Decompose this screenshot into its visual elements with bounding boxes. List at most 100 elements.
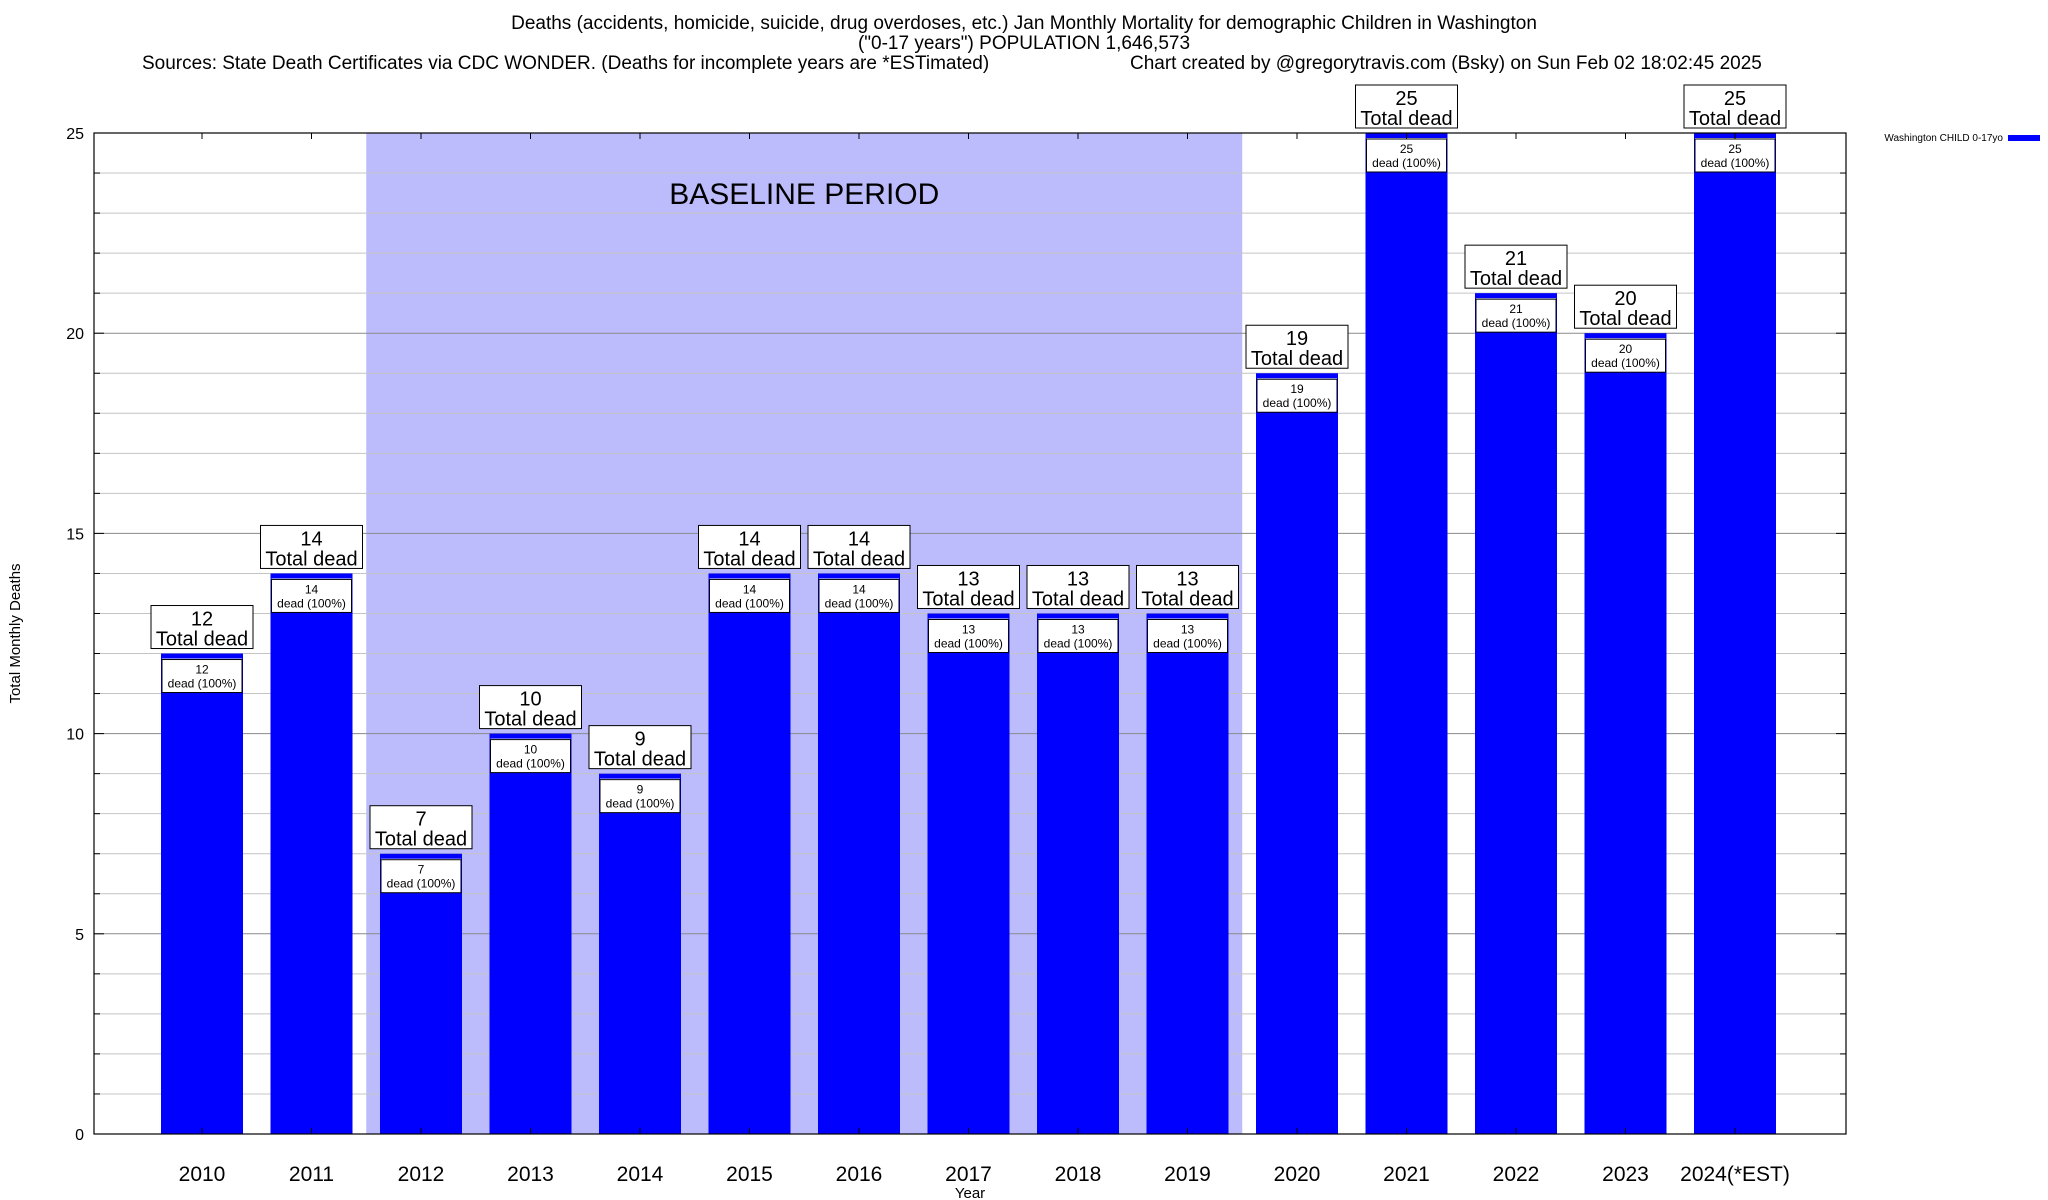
bar-total-label-box (1026, 564, 1130, 609)
bar-total-text-label: Total dead (1689, 108, 1781, 130)
bar-inner-label-box (490, 739, 571, 774)
bar-total-value-label: 13 (957, 568, 979, 590)
bar-total-text-label: Total dead (156, 629, 248, 651)
bar-total-value-label: 20 (1614, 288, 1636, 310)
bar-total-label-box (1136, 564, 1239, 609)
chart-title-line-2: ("0-17 years") POPULATION 1,646,573 (857, 33, 1191, 54)
bar-inner-value-label: 14 (743, 582, 757, 596)
plot-frame (93, 132, 1847, 1135)
x-tick-label: 2013 (507, 1163, 554, 1186)
bar-inner-label-box (818, 578, 900, 613)
bar-total-label-box (588, 725, 692, 770)
bar (708, 573, 791, 1134)
bar-total-label-box (807, 524, 911, 569)
bar-inner-percent-label: dead (100%) (168, 677, 237, 691)
bar-total-text-label: Total dead (1032, 588, 1124, 610)
bar-total-value-label: 14 (300, 528, 322, 550)
bar-inner-percent-label: dead (100%) (277, 596, 346, 610)
bar-total-label-box (1245, 324, 1349, 369)
bar-total-label-box (1574, 284, 1677, 329)
bar-total-text-label: Total dead (265, 548, 357, 570)
bar-total-label-box (369, 805, 473, 850)
bar-inner-label-box (161, 659, 243, 694)
bar-inner-percent-label: dead (100%) (1153, 636, 1222, 650)
bar-total-label-box (1683, 84, 1787, 129)
y-tick-label: 20 (66, 326, 84, 343)
bar-inner-value-label: 10 (524, 743, 538, 757)
legend-swatch (2008, 135, 2040, 141)
chart-sources-note: Sources: State Death Certificates via CD… (142, 53, 990, 74)
bar (489, 733, 572, 1134)
x-tick-label: 2014 (617, 1163, 664, 1186)
bar-inner-percent-label: dead (100%) (934, 636, 1003, 650)
bar (270, 573, 353, 1134)
bar-total-value-label: 13 (1067, 568, 1089, 590)
y-tick-label: 15 (66, 526, 84, 543)
x-tick-label: 2010 (179, 1163, 226, 1186)
bar-total-text-label: Total dead (922, 588, 1014, 610)
bar-total-text-label: Total dead (484, 709, 576, 731)
bar-inner-percent-label: dead (100%) (715, 596, 784, 610)
bar (927, 613, 1010, 1134)
y-tick-label: 25 (66, 126, 84, 143)
bar-inner-value-label: 20 (1619, 342, 1633, 356)
bar-inner-percent-label: dead (100%) (1044, 636, 1113, 650)
bar-total-text-label: Total dead (594, 749, 686, 771)
bar-inner-value-label: 13 (1181, 622, 1195, 636)
bar-inner-value-label: 25 (1728, 142, 1742, 156)
bar-total-text-label: Total dead (1251, 348, 1343, 370)
bar (1365, 133, 1448, 1134)
bar-inner-value-label: 25 (1400, 142, 1414, 156)
bar-inner-label-box (599, 779, 681, 814)
bar-inner-value-label: 14 (305, 582, 319, 596)
bar-total-value-label: 19 (1286, 328, 1308, 350)
bar-inner-percent-label: dead (100%) (496, 757, 565, 771)
x-tick-label: 2015 (726, 1163, 773, 1186)
baseline-period-label: BASELINE PERIOD (669, 178, 939, 211)
bar-inner-label-box (380, 859, 462, 894)
bar-total-text-label: Total dead (1360, 108, 1452, 130)
bar-total-text-label: Total dead (1141, 588, 1233, 610)
bar-inner-value-label: 19 (1290, 382, 1304, 396)
bar-inner-label-box (1694, 138, 1776, 173)
bar-total-text-label: Total dead (703, 548, 795, 570)
bar (1475, 293, 1557, 1134)
bar-inner-percent-label: dead (100%) (387, 877, 456, 891)
chart-credit-note: Chart created by @gregorytravis.com (Bsk… (1130, 53, 1762, 74)
chart-title-line-1: Deaths (accidents, homicide, suicide, dr… (511, 13, 1537, 34)
x-tick-label: 2021 (1383, 1163, 1430, 1186)
bar-total-value-label: 12 (191, 609, 213, 631)
x-tick-label: 2016 (836, 1163, 883, 1186)
bar-total-text-label: Total dead (813, 548, 905, 570)
x-tick-label: 2018 (1055, 1163, 1102, 1186)
bar-total-text-label: Total dead (375, 829, 467, 851)
bar-total-label-box (1464, 244, 1568, 289)
bar-total-value-label: 14 (738, 528, 760, 550)
bar-inner-label-box (1585, 338, 1666, 373)
legend-entry-label: Washington CHILD 0-17yo (1884, 133, 2003, 144)
bar-inner-percent-label: dead (100%) (1482, 316, 1551, 330)
bar-total-value-label: 21 (1505, 248, 1527, 270)
x-tick-label: 2023 (1602, 1163, 1649, 1186)
bar (1584, 333, 1667, 1134)
bar-inner-value-label: 13 (1071, 622, 1085, 636)
bar-inner-percent-label: dead (100%) (825, 596, 894, 610)
bar (818, 573, 900, 1134)
bar-inner-label-box (928, 618, 1009, 653)
bar-total-text-label: Total dead (1470, 268, 1562, 290)
x-tick-label: 2020 (1274, 1163, 1321, 1186)
bar-total-value-label: 7 (415, 809, 426, 831)
bar-inner-label-box (1256, 378, 1338, 413)
bar-inner-value-label: 9 (637, 783, 644, 797)
bar-inner-percent-label: dead (100%) (1591, 356, 1660, 370)
bar-total-label-box (917, 564, 1020, 609)
bar (1146, 613, 1229, 1134)
bar-total-label-box (260, 524, 363, 569)
bar-total-label-box (479, 685, 582, 730)
bar-inner-value-label: 13 (962, 622, 976, 636)
bar-total-value-label: 9 (634, 729, 645, 751)
bar-total-value-label: 13 (1176, 568, 1198, 590)
bar (599, 773, 681, 1134)
x-tick-label: 2012 (398, 1163, 445, 1186)
